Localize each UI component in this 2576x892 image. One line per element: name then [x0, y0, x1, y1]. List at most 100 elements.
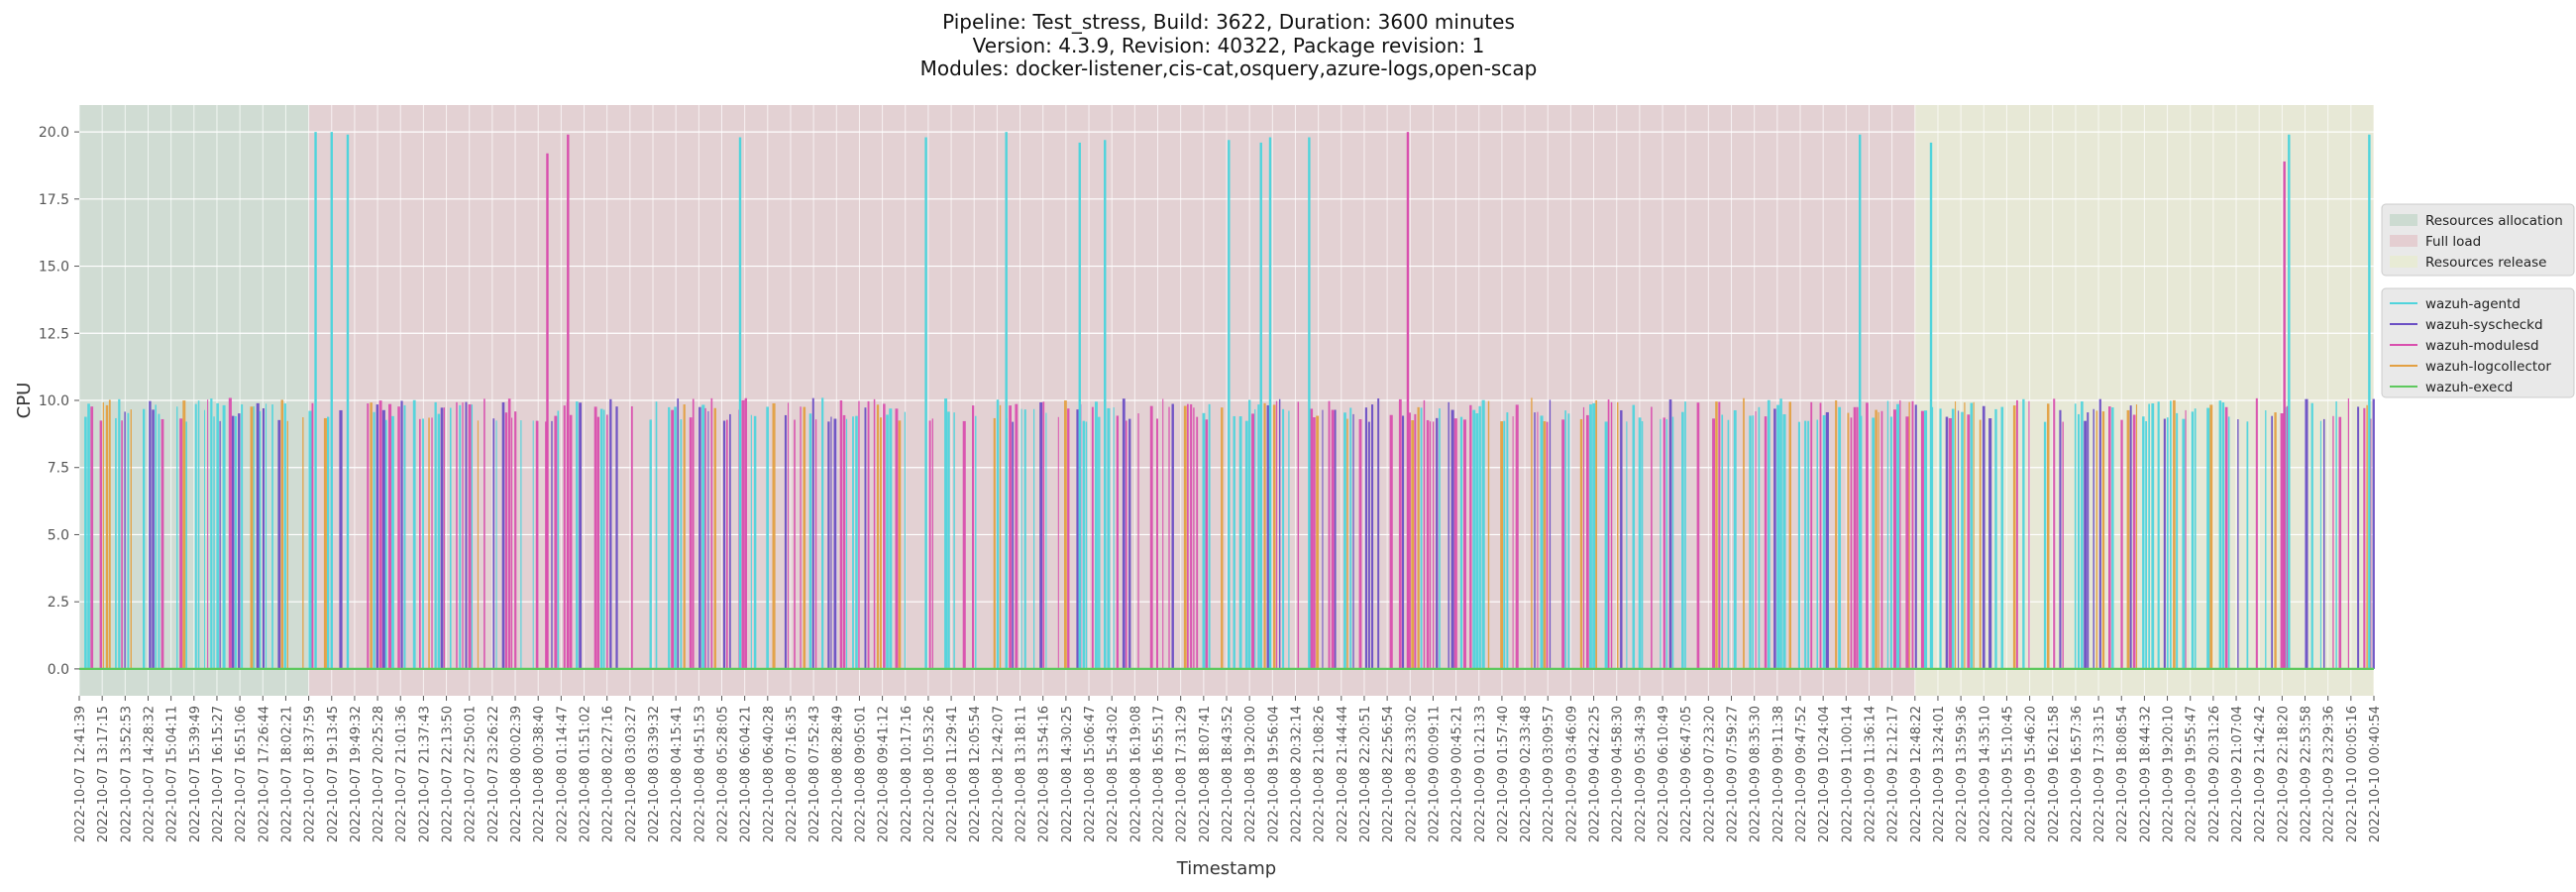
cpu-bar	[204, 409, 206, 669]
cpu-bar	[1665, 418, 1667, 669]
x-tick-label: 2022-10-07 14:28:32	[142, 706, 157, 842]
cpu-bar	[1567, 413, 1570, 669]
cpu-bar	[554, 415, 558, 669]
y-tick-label: 7.5	[48, 461, 69, 477]
cpu-bar	[1257, 404, 1260, 669]
cpu-bar	[1469, 404, 1472, 669]
x-tick-label: 2022-10-07 22:13:50	[441, 706, 456, 842]
cpu-bar	[1604, 421, 1608, 669]
cpu-bar	[2028, 400, 2030, 669]
x-tick-label: 2022-10-08 22:20:51	[1358, 706, 1373, 842]
cpu-bar	[729, 413, 731, 669]
cpu-bar	[1266, 404, 1270, 669]
cpu-bar	[149, 400, 152, 669]
cpu-bar	[2170, 400, 2172, 669]
cpu-bar	[1970, 402, 1974, 669]
cpu-bar	[253, 405, 255, 669]
cpu-bar	[1515, 404, 1519, 669]
cpu-bar	[428, 417, 430, 669]
cpu-bar	[1896, 403, 1899, 669]
cpu-bar	[1534, 412, 1536, 669]
cpu-bar	[1095, 401, 1098, 669]
cpu-bar	[1537, 411, 1539, 669]
cpu-bar	[1238, 416, 1242, 669]
cpu-bar	[535, 420, 539, 669]
cpu-bar	[431, 417, 433, 669]
cpu-bar	[845, 418, 848, 669]
x-tick-label: 2022-10-09 21:07:04	[2230, 706, 2245, 842]
cpu-bar	[152, 409, 155, 669]
cpu-bar	[2280, 412, 2284, 669]
cpu-bar	[256, 402, 260, 669]
x-tick-label: 2022-10-08 03:03:27	[624, 706, 639, 842]
cpu-bar	[367, 403, 370, 669]
x-tick-label: 2022-10-08 15:06:47	[1083, 706, 1098, 842]
cpu-bar	[1564, 410, 1566, 669]
cpu-bar	[1272, 404, 1276, 669]
x-tick-label: 2022-10-09 10:24:04	[1817, 706, 1832, 842]
cpu-bar	[1472, 409, 1476, 669]
cpu-bar	[440, 407, 444, 669]
cpu-bar	[1638, 417, 1642, 669]
phase-legend-swatch	[2390, 235, 2417, 247]
x-tick-label: 2022-10-09 04:58:30	[1611, 706, 1626, 842]
phase-legend-swatch	[2390, 256, 2417, 268]
cpu-bar	[1835, 399, 1838, 669]
cpu-bar	[1586, 414, 1589, 669]
cpu-bar	[1107, 407, 1111, 669]
cpu-bar	[468, 403, 472, 669]
cpu-bar	[551, 420, 553, 669]
x-tick-label: 2022-10-09 23:29:36	[2322, 706, 2337, 842]
cpu-bar	[381, 409, 385, 669]
cpu-bar	[235, 415, 237, 669]
cpu-bar	[2221, 402, 2225, 669]
x-tick-label: 2022-10-09 07:23:20	[1702, 706, 1717, 842]
cpu-bar	[1850, 417, 1853, 669]
cpu-bar	[1349, 407, 1352, 669]
x-tick-label: 2022-10-09 03:46:09	[1564, 706, 1579, 842]
cpu-bar	[1475, 413, 1479, 669]
cpu-bar	[2093, 408, 2094, 669]
cpu-bar	[222, 404, 226, 669]
cpu-bar	[2194, 408, 2197, 669]
cpu-bar	[1592, 402, 1596, 669]
x-tick-label: 2022-10-09 02:33:48	[1519, 706, 1534, 842]
cpu-bar	[2087, 412, 2090, 669]
cpu-bar	[886, 414, 889, 669]
cpu-bar	[750, 414, 752, 669]
cpu-bar	[1251, 413, 1255, 669]
cpu-bar	[130, 409, 132, 669]
cpu-bar	[1453, 418, 1457, 669]
cpu-bar	[1085, 421, 1088, 669]
cpu-bar	[1282, 408, 1285, 669]
cpu-bar	[434, 401, 437, 669]
cpu-bar	[671, 409, 675, 669]
cpu-bar	[579, 402, 583, 669]
cpu-bar	[437, 413, 441, 669]
cpu-bar	[1208, 403, 1211, 669]
cpu-bar	[176, 406, 178, 669]
cpu-bar	[1190, 403, 1193, 669]
x-tick-label: 2022-10-08 21:44:44	[1336, 706, 1350, 842]
cpu-bar	[1911, 400, 1914, 669]
x-tick-label: 2022-10-08 19:56:04	[1266, 706, 1281, 842]
x-tick-label: 2022-10-08 04:51:53	[693, 706, 707, 842]
x-tick-label: 2022-10-07 18:37:59	[303, 706, 318, 842]
cpu-bar	[1503, 420, 1506, 669]
cpu-bar	[1364, 407, 1367, 669]
cpu-bar	[1045, 412, 1047, 669]
cpu-bar	[1721, 414, 1724, 669]
cpu-bar	[2022, 398, 2025, 669]
x-tick-label: 2022-10-08 01:51:02	[579, 706, 593, 842]
cpu-bar	[2185, 409, 2187, 669]
cpu-bar	[889, 408, 893, 669]
cpu-bar	[674, 406, 677, 669]
cpu-bar	[286, 420, 288, 669]
cpu-bar	[1579, 418, 1583, 669]
cpu-bar	[1994, 408, 1997, 669]
cpu-bar	[1389, 414, 1393, 669]
cpu-bar	[855, 415, 858, 669]
series-legend-label: wazuh-modulesd	[2425, 338, 2539, 354]
cpu-bar	[266, 403, 268, 669]
